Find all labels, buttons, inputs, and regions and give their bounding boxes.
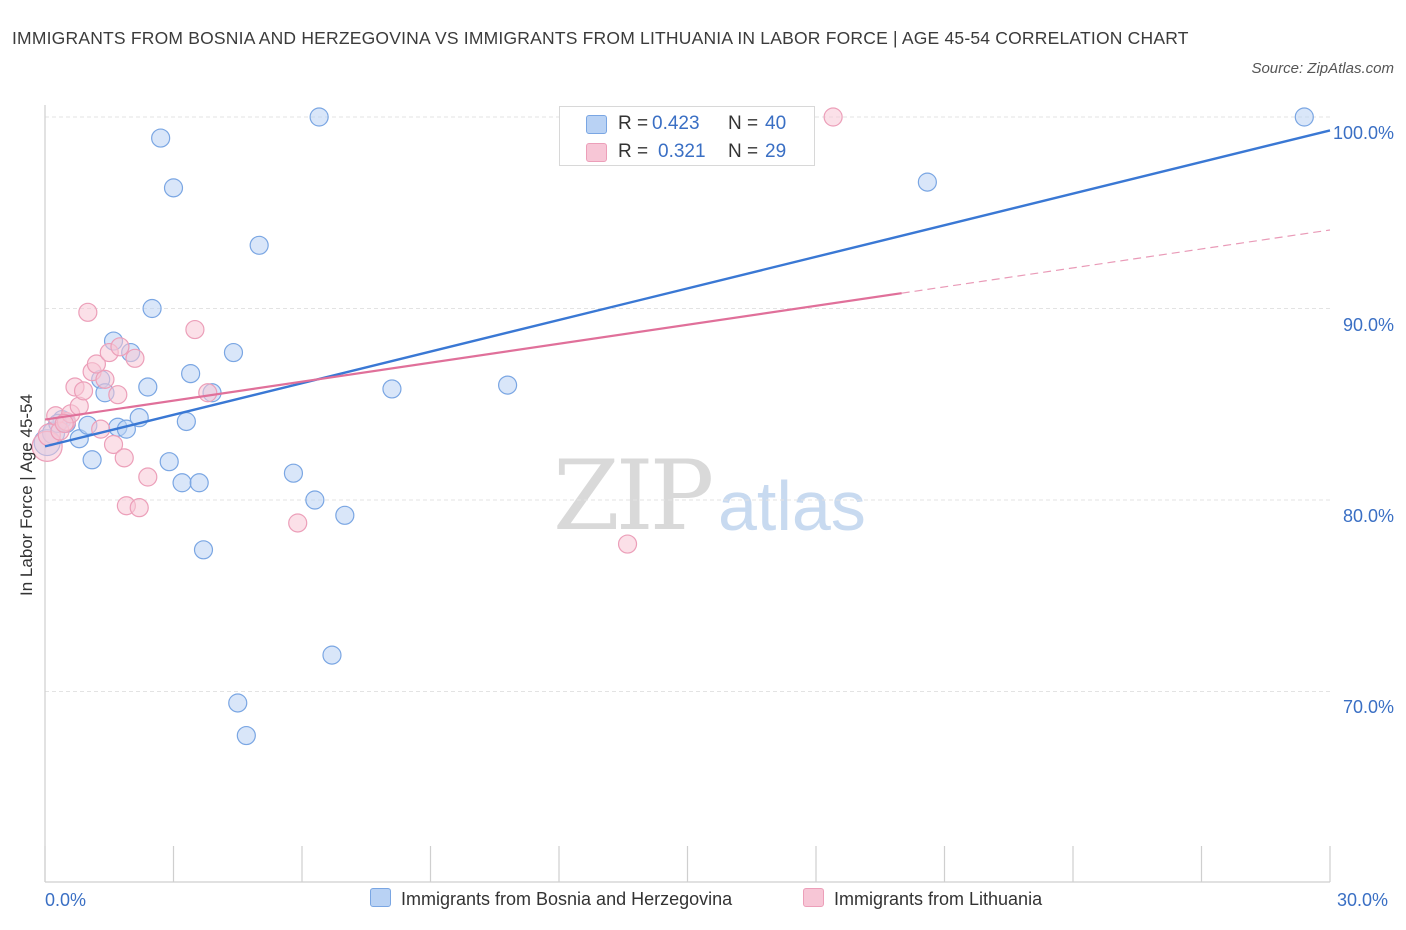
watermark-atlas: atlas <box>718 467 866 545</box>
y-tick-label-80: 80.0% <box>1342 506 1394 526</box>
lithuania-trend-line <box>44 292 902 421</box>
legend-label-lithuania: Immigrants from Lithuania <box>834 889 1043 909</box>
bosnia-trend-line <box>44 129 1331 448</box>
lithuania-point <box>78 302 98 322</box>
legend-n-value: 40 <box>765 113 787 134</box>
lithuania-point <box>114 448 134 468</box>
x-tick-label-min: 0.0% <box>45 890 87 910</box>
lithuania-point <box>185 319 205 340</box>
lithuania-point <box>86 354 107 374</box>
bosnia-point <box>172 473 192 493</box>
chart-source: Source: ZipAtlas.com <box>1251 60 1394 77</box>
legend-swatch-bosnia <box>586 115 607 134</box>
lithuania-point <box>54 413 74 433</box>
bosnia-point <box>181 364 201 384</box>
legend-n-label: N = <box>728 113 759 134</box>
legend-r-value: 0.423 <box>652 113 700 134</box>
lithuania-point <box>617 534 638 554</box>
bosnia-point <box>382 379 402 399</box>
bosnia-point <box>159 452 179 472</box>
legend-n-label: N = <box>728 141 759 162</box>
legend-r-value: 0.321 <box>658 141 706 162</box>
watermark-zip: ZIP <box>553 440 714 552</box>
bosnia-point <box>283 463 304 483</box>
legend-item-bosnia: Immigrants from Bosnia and Herzegovina <box>370 888 732 910</box>
lithuania-point <box>110 337 130 357</box>
legend-r-label: R = <box>618 113 649 134</box>
legend-swatch-lithuania <box>586 143 607 162</box>
bosnia-point <box>305 490 325 510</box>
lithuania-point <box>73 381 94 401</box>
bosnia-point <box>142 298 162 319</box>
legend-r-label: R = <box>618 141 649 162</box>
bosnia-point <box>176 411 196 432</box>
x-tick-label-max: 30.0% <box>1337 890 1389 910</box>
correlation-legend: R = 0.423 N = 40 R = 0.321 N = 29 <box>559 106 815 166</box>
lithuania-point <box>129 498 149 518</box>
legend-label-bosnia: Immigrants from Bosnia and Herzegovina <box>401 889 733 909</box>
chart-title: IMMIGRANTS FROM BOSNIA AND HERZEGOVINA V… <box>12 28 1189 48</box>
lithuania-point <box>138 467 158 487</box>
lithuania-point <box>823 107 843 127</box>
lithuania-trend-line-extension <box>901 229 1331 294</box>
bosnia-point <box>138 377 158 397</box>
lithuania-point <box>103 434 124 455</box>
y-tick-label-100: 100.0% <box>1332 123 1394 143</box>
legend-swatch-lithuania <box>803 888 824 907</box>
lithuania-point <box>125 348 145 368</box>
lithuania-point <box>288 513 308 533</box>
y-tick-label-70: 70.0% <box>1342 697 1394 717</box>
bosnia-point <box>1294 107 1314 127</box>
legend-item-lithuania: Immigrants from Lithuania <box>803 888 1042 910</box>
bosnia-point <box>223 342 244 363</box>
bosnia-point <box>193 540 214 560</box>
lithuania-point <box>95 369 115 389</box>
bosnia-point <box>322 645 342 665</box>
bosnia-point <box>335 505 355 525</box>
bosnia-point <box>309 107 329 127</box>
legend-swatch-bosnia <box>370 888 391 907</box>
y-tick-label-90: 90.0% <box>1342 315 1394 335</box>
lithuania-point <box>198 383 218 403</box>
bosnia-point <box>917 172 937 192</box>
lithuania-point <box>108 385 128 405</box>
bosnia-point <box>228 693 248 713</box>
bosnia-point <box>163 178 184 198</box>
bosnia-point <box>236 725 256 746</box>
legend-n-value: 29 <box>765 141 787 162</box>
y-axis-label: In Labor Force | Age 45-54 <box>17 394 36 596</box>
bosnia-point <box>498 375 518 395</box>
bosnia-point <box>189 473 209 493</box>
bosnia-point <box>249 235 269 255</box>
bosnia-point <box>82 450 102 470</box>
bosnia-point <box>151 128 171 148</box>
